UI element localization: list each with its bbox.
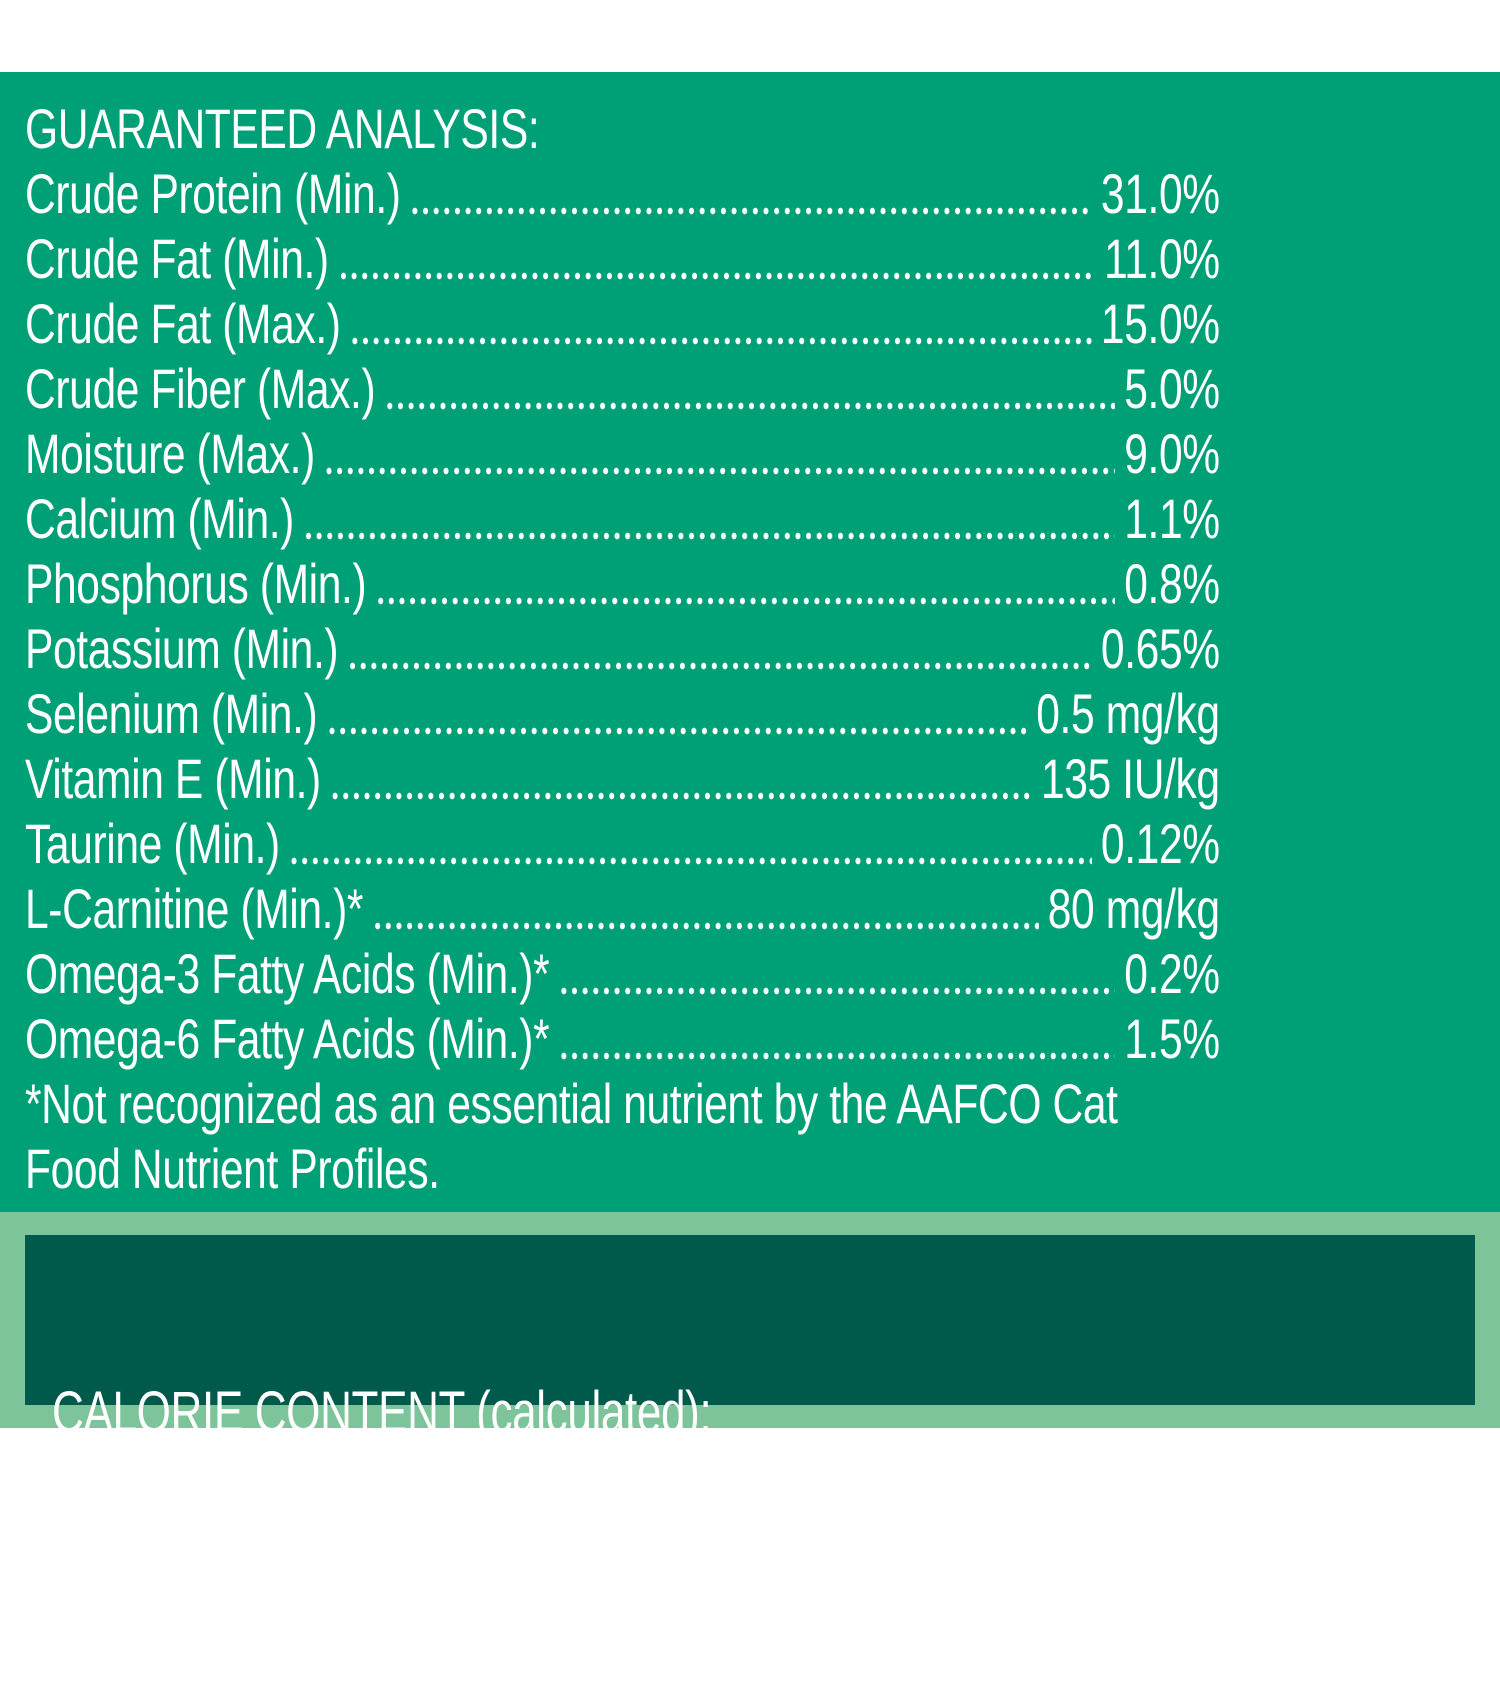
nutrient-value: 11.0% <box>1104 227 1220 290</box>
calorie-content: CALORIE CONTENT (calculated): Metaboliza… <box>52 1255 1458 1696</box>
analysis-content: GUARANTEED ANALYSIS: Crude Protein (Min.… <box>25 96 1220 1201</box>
analysis-row: Omega-6 Fatty Acids (Min.)* 1.5% <box>25 1006 1220 1071</box>
dot-leader <box>349 291 1092 356</box>
dot-leader <box>303 486 1116 551</box>
nutrient-value: 0.65% <box>1100 617 1220 680</box>
nutrient-label: Potassium (Min.) <box>25 617 339 680</box>
analysis-row: Taurine (Min.) 0.12% <box>25 811 1220 876</box>
analysis-row: Crude Protein (Min.) 31.0% <box>25 161 1220 226</box>
calorie-box <box>25 1235 1475 1405</box>
nutrient-value: 9.0% <box>1124 422 1220 485</box>
dot-leader <box>409 161 1092 226</box>
nutrient-label: Omega-6 Fatty Acids (Min.)* <box>25 1007 550 1070</box>
analysis-row: Calcium (Min.) 1.1% <box>25 486 1220 551</box>
nutrient-label: L-Carnitine (Min.)* <box>25 877 364 940</box>
page: GUARANTEED ANALYSIS: Crude Protein (Min.… <box>0 72 1500 1428</box>
analysis-row: Phosphorus (Min.) 0.8% <box>25 551 1220 616</box>
analysis-title: GUARANTEED ANALYSIS: <box>25 97 540 160</box>
dot-leader <box>372 876 1039 941</box>
nutrient-label: Moisture (Max.) <box>25 422 315 485</box>
nutrient-label: Calcium (Min.) <box>25 487 294 550</box>
analysis-rows: Crude Protein (Min.) 31.0% Crude Fat (Min.… <box>25 161 1220 1071</box>
nutrient-value: 0.2% <box>1124 942 1220 1005</box>
dot-leader <box>558 941 1116 1006</box>
nutrient-label: Crude Fat (Min.) <box>25 227 329 290</box>
nutrient-value: 0.12% <box>1100 812 1220 875</box>
analysis-row: Vitamin E (Min.) 135 IU/kg <box>25 746 1220 811</box>
nutrient-label: Phosphorus (Min.) <box>25 552 367 615</box>
nutrient-value: 80 mg/kg <box>1047 877 1220 940</box>
analysis-row: Crude Fat (Min.) 11.0% <box>25 226 1220 291</box>
dot-leader <box>375 551 1116 616</box>
analysis-row: Crude Fiber (Max.) 5.0% <box>25 356 1220 421</box>
dot-leader <box>288 811 1092 876</box>
nutrient-label: Crude Protein (Min.) <box>25 162 401 225</box>
footnote: *Not recognized as an essential nutrient… <box>25 1072 1118 1200</box>
nutrient-label: Crude Fat (Max.) <box>25 292 341 355</box>
nutrient-value: 15.0% <box>1100 292 1220 355</box>
nutrient-value: 0.8% <box>1124 552 1220 615</box>
dot-leader <box>329 746 1032 811</box>
nutrient-label: Taurine (Min.) <box>25 812 280 875</box>
dot-leader <box>337 226 1095 291</box>
nutrient-value: 0.5 mg/kg <box>1036 682 1220 745</box>
analysis-row: Potassium (Min.) 0.65% <box>25 616 1220 681</box>
analysis-row: L-Carnitine (Min.)* 80 mg/kg <box>25 876 1220 941</box>
calorie-text: Metabolizable Energy (ME) 3581 kcal/kg; … <box>52 1569 1108 1634</box>
analysis-row: Omega-3 Fatty Acids (Min.)* 0.2% <box>25 941 1220 1006</box>
calorie-title: CALORIE CONTENT (calculated): <box>52 1380 712 1445</box>
analysis-row: Moisture (Max.) 9.0% <box>25 421 1220 486</box>
nutrient-label: Selenium (Min.) <box>25 682 318 745</box>
nutrient-value: 1.5% <box>1124 1007 1220 1070</box>
dot-leader <box>384 356 1116 421</box>
dot-leader <box>326 681 1028 746</box>
dot-leader <box>324 421 1116 486</box>
nutrient-value: 5.0% <box>1124 357 1220 420</box>
dot-leader <box>558 1006 1116 1071</box>
nutrient-value: 135 IU/kg <box>1040 747 1220 810</box>
nutrient-value: 31.0% <box>1100 162 1220 225</box>
dot-leader <box>347 616 1092 681</box>
analysis-row: Crude Fat (Max.) 15.0% <box>25 291 1220 356</box>
nutrient-label: Vitamin E (Min.) <box>25 747 321 810</box>
nutrient-label: Omega-3 Fatty Acids (Min.)* <box>25 942 550 1005</box>
analysis-row: Selenium (Min.) 0.5 mg/kg <box>25 681 1220 746</box>
nutrient-value: 1.1% <box>1124 487 1220 550</box>
nutrient-label: Crude Fiber (Max.) <box>25 357 376 420</box>
